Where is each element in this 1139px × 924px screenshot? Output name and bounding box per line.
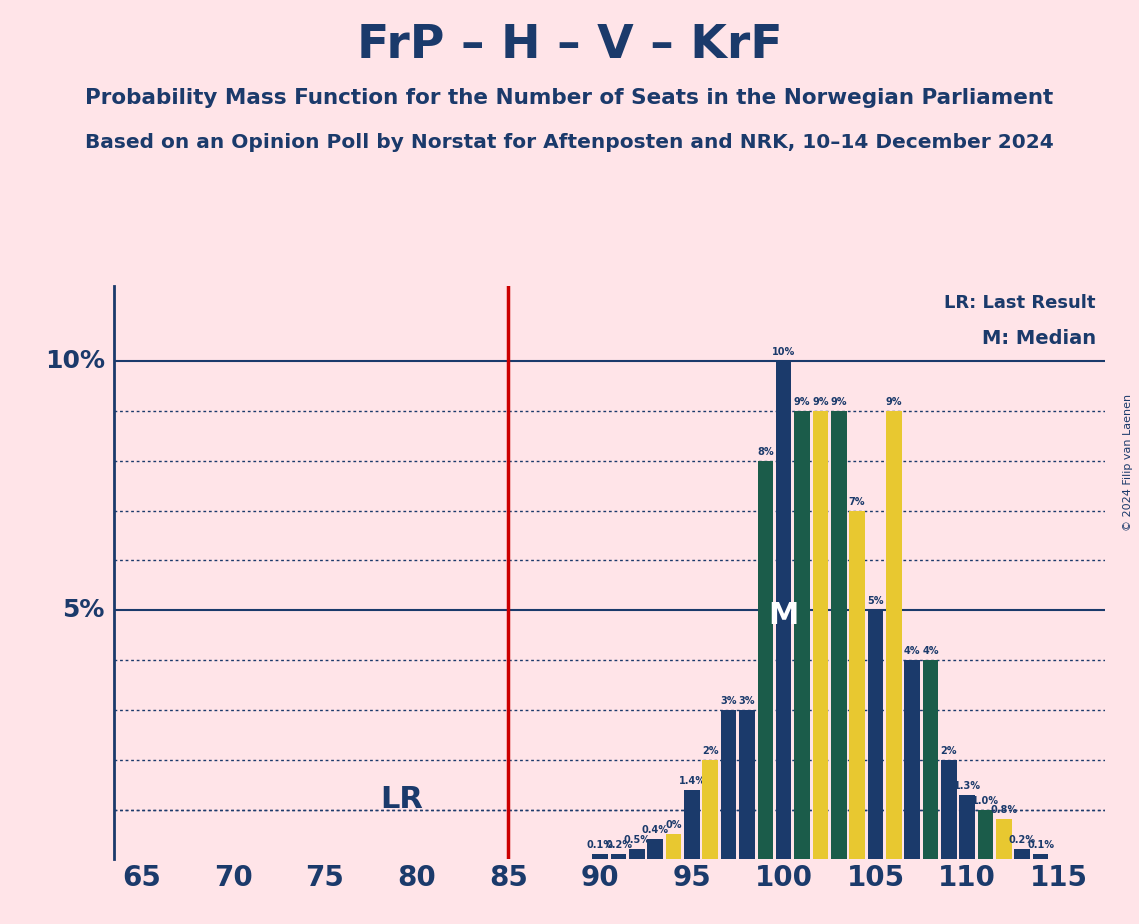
Bar (850, 511, 865, 859)
Text: 1.0%: 1.0% (972, 796, 999, 806)
Bar (886, 411, 902, 859)
Bar (611, 855, 626, 859)
Text: © 2024 Filip van Laenen: © 2024 Filip van Laenen (1123, 394, 1132, 530)
Text: 0.1%: 0.1% (587, 840, 614, 850)
Bar (592, 855, 608, 859)
Bar (812, 411, 828, 859)
Text: FrP – H – V – KrF: FrP – H – V – KrF (357, 23, 782, 68)
Text: 0.8%: 0.8% (990, 806, 1017, 816)
Text: 1.4%: 1.4% (679, 775, 705, 785)
Text: 2%: 2% (702, 746, 719, 756)
Bar (776, 361, 792, 859)
Text: 3%: 3% (739, 696, 755, 706)
Text: 9%: 9% (885, 397, 902, 407)
Bar (904, 660, 920, 859)
Bar (1015, 849, 1030, 859)
Bar (959, 795, 975, 859)
Text: 0.4%: 0.4% (641, 825, 669, 835)
Text: LR: LR (380, 785, 423, 814)
Bar (1033, 855, 1048, 859)
Text: 4%: 4% (904, 646, 920, 656)
Bar (868, 610, 883, 859)
Text: 0%: 0% (665, 821, 682, 831)
Text: 7%: 7% (849, 496, 866, 506)
Bar (629, 849, 645, 859)
Bar (703, 760, 718, 859)
Bar (923, 660, 939, 859)
Text: 5%: 5% (867, 596, 884, 606)
Text: 5%: 5% (63, 598, 105, 622)
Text: 0.1%: 0.1% (1027, 840, 1054, 850)
Bar (831, 411, 846, 859)
Text: LR: Last Result: LR: Last Result (944, 294, 1096, 312)
Bar (647, 839, 663, 859)
Text: 8%: 8% (757, 447, 773, 456)
Bar (685, 790, 699, 859)
Text: M: M (769, 601, 798, 630)
Text: 1.3%: 1.3% (953, 781, 981, 791)
Text: 0.2%: 0.2% (605, 840, 632, 850)
Text: Probability Mass Function for the Number of Seats in the Norwegian Parliament: Probability Mass Function for the Number… (85, 88, 1054, 108)
Text: 3%: 3% (720, 696, 737, 706)
Bar (997, 820, 1011, 859)
Text: M: Median: M: Median (982, 329, 1096, 347)
Text: Based on an Opinion Poll by Norstat for Aftenposten and NRK, 10–14 December 2024: Based on an Opinion Poll by Norstat for … (85, 133, 1054, 152)
Bar (941, 760, 957, 859)
Text: 10%: 10% (772, 347, 795, 358)
Text: 0.5%: 0.5% (623, 835, 650, 845)
Bar (977, 809, 993, 859)
Bar (794, 411, 810, 859)
Text: 9%: 9% (830, 397, 847, 407)
Bar (739, 710, 755, 859)
Text: 4%: 4% (923, 646, 939, 656)
Bar (757, 461, 773, 859)
Bar (666, 834, 681, 859)
Text: 0.2%: 0.2% (1009, 835, 1035, 845)
Text: 10%: 10% (44, 349, 105, 373)
Text: 9%: 9% (812, 397, 829, 407)
Text: 2%: 2% (941, 746, 957, 756)
Text: 9%: 9% (794, 397, 810, 407)
Bar (721, 710, 737, 859)
